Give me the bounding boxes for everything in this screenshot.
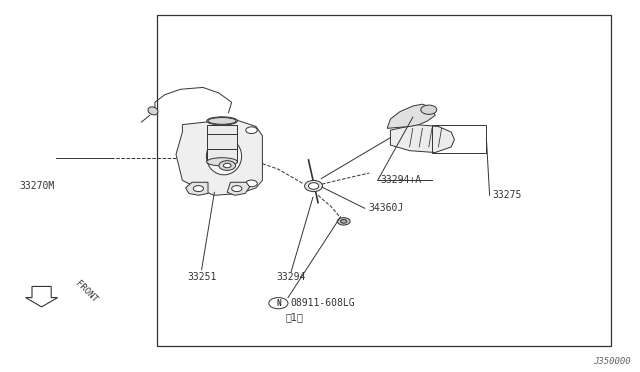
Ellipse shape — [207, 158, 237, 166]
Circle shape — [246, 127, 257, 134]
Text: 33294: 33294 — [276, 272, 306, 282]
Circle shape — [269, 298, 288, 309]
Ellipse shape — [308, 183, 319, 189]
Text: 34360J: 34360J — [368, 203, 403, 213]
Bar — [432, 125, 486, 153]
Polygon shape — [26, 286, 58, 307]
Ellipse shape — [208, 118, 236, 124]
Circle shape — [232, 186, 242, 192]
Polygon shape — [227, 182, 250, 195]
Bar — [157, 15, 611, 346]
Text: 33270M: 33270M — [19, 181, 54, 191]
Text: N: N — [276, 299, 281, 308]
Ellipse shape — [206, 138, 242, 175]
Text: 33294+A: 33294+A — [381, 176, 422, 185]
Polygon shape — [176, 119, 262, 195]
Ellipse shape — [207, 117, 237, 125]
Text: FRONT: FRONT — [74, 279, 99, 305]
Ellipse shape — [148, 107, 158, 115]
Circle shape — [223, 163, 231, 168]
Polygon shape — [186, 182, 208, 195]
Polygon shape — [390, 125, 454, 153]
Circle shape — [246, 180, 257, 187]
Circle shape — [219, 161, 236, 170]
Circle shape — [340, 219, 347, 223]
Polygon shape — [387, 104, 435, 128]
Circle shape — [193, 186, 204, 192]
Text: J350000: J350000 — [593, 357, 630, 366]
Circle shape — [337, 218, 350, 225]
Text: （1）: （1） — [285, 312, 303, 322]
Polygon shape — [207, 125, 237, 162]
Text: 33275: 33275 — [493, 190, 522, 200]
Text: 33251: 33251 — [187, 272, 216, 282]
Text: 08911-608LG: 08911-608LG — [290, 298, 355, 308]
Ellipse shape — [421, 105, 437, 114]
Ellipse shape — [305, 180, 323, 192]
